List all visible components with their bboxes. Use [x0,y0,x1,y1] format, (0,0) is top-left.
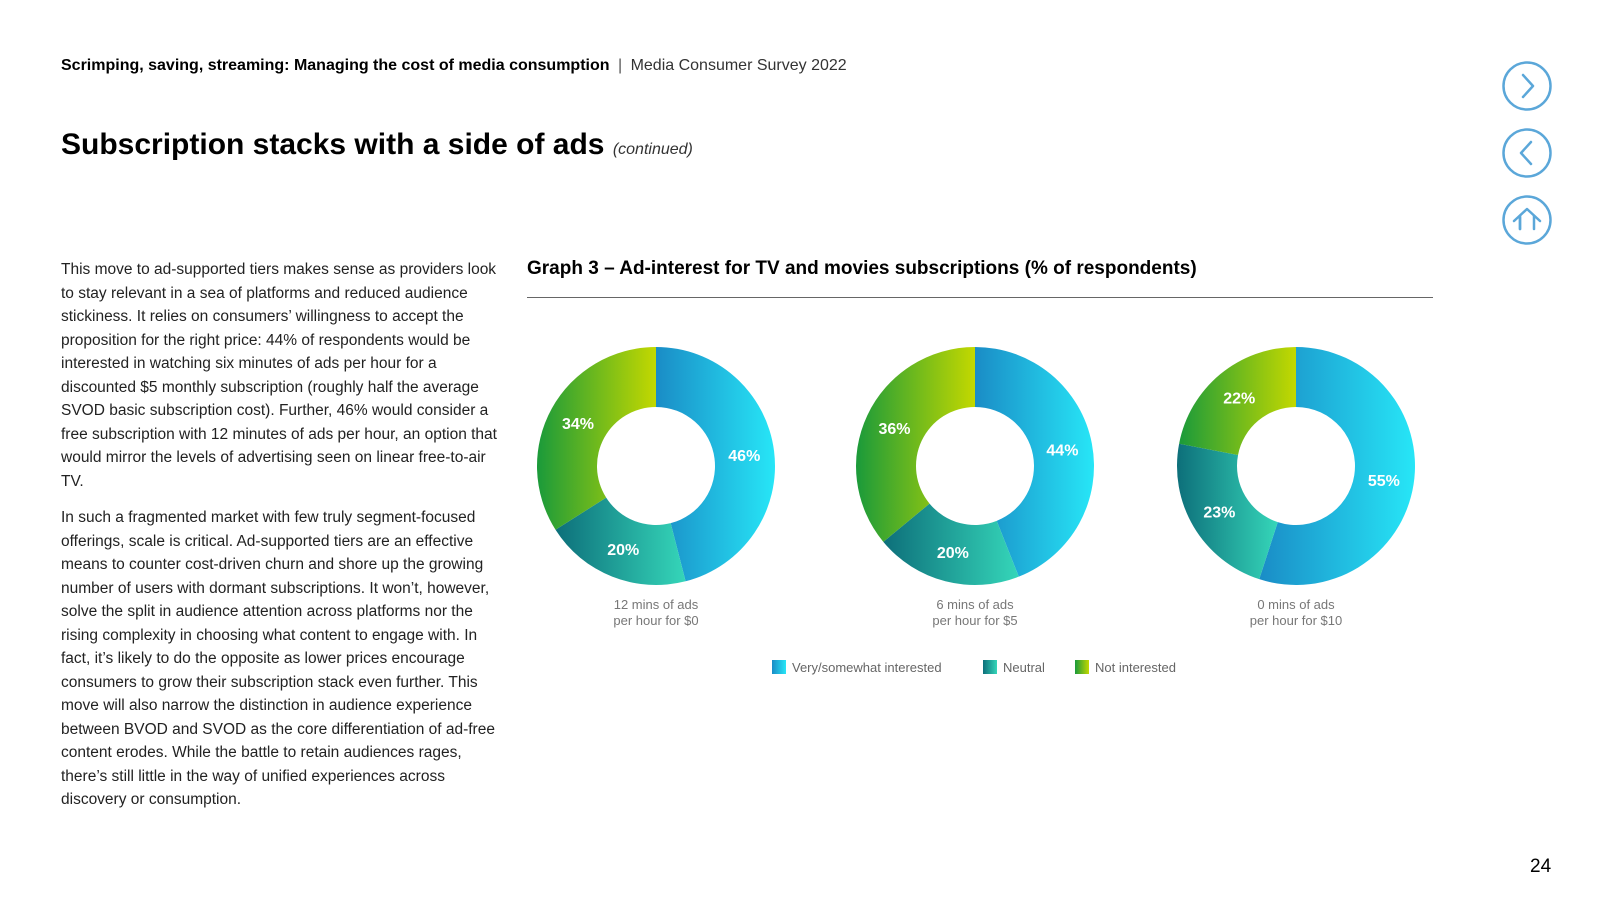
page-title-text: Subscription stacks with a side of ads [61,128,605,161]
home-icon [1502,195,1552,245]
legend-label-not-interested: Not interested [1095,660,1176,675]
body-paragraph-1: This move to ad-supported tiers makes se… [61,261,497,490]
chart-legend: Very/somewhat interested Neutral Not inter… [772,660,1176,675]
donut-1-caption-line-2: per hour for $0 [613,613,698,628]
donut-3-slice-not-interested [1179,347,1296,455]
next-page-button[interactable] [1502,61,1552,111]
donut-3-caption-line-1: 0 mins of ads [1257,597,1335,612]
report-title: Scrimping, saving, streaming: Managing t… [61,57,610,74]
chevron-right-icon [1502,61,1552,111]
header-separator: | [617,57,623,74]
legend-swatch-very-somewhat-interested [772,660,786,674]
donut-2-label-not-interested: 36% [878,421,910,438]
donut-1-slice-neutral [555,497,686,586]
page-number: 24 [1530,856,1552,877]
donut-2-caption-line-2: per hour for $5 [932,613,1017,628]
donut-2-slice-neutral [883,503,1019,585]
chevron-left-icon [1502,128,1552,178]
donut-2-caption-line-1: 6 mins of ads [936,597,1014,612]
donut-2-label-very-somewhat-interested: 44% [1046,442,1078,459]
donut-2-slice-not-interested [855,347,975,542]
donut-3-slice-very-somewhat-interested [1259,347,1415,585]
donut-3-label-not-interested: 22% [1223,390,1255,407]
report-header: Scrimping, saving, streaming: Managing t… [61,57,847,75]
donut-3-slice-neutral [1177,443,1278,580]
donut-2-slice-very-somewhat-interested [975,347,1094,577]
legend-swatch-not-interested [1075,660,1089,674]
donut-1-caption-line-1: 12 mins of ads [614,597,699,612]
donut-1-slice-not-interested [537,347,656,530]
survey-name: Media Consumer Survey 2022 [630,57,847,74]
continued-note: (continued) [612,141,693,158]
page-title: Subscription stacks with a side of ads (… [61,128,693,162]
body-text: This move to ad-supported tiers makes se… [61,258,501,825]
donut-1-label-neutral: 20% [607,542,639,559]
legend-label-neutral: Neutral [1003,660,1045,675]
legend-swatch-neutral [983,660,997,674]
legend-label-very-somewhat-interested: Very/somewhat interested [792,660,942,675]
graph-title: Graph 3 – Ad-interest for TV and movies … [527,258,1197,279]
graph-title-divider [527,297,1433,298]
donut-2-label-neutral: 20% [937,545,969,562]
body-paragraph-2: In such a fragmented market with few tru… [61,509,495,808]
home-button[interactable] [1502,195,1552,245]
donut-3-label-neutral: 23% [1203,504,1235,521]
donut-1-label-very-somewhat-interested: 46% [728,448,760,465]
donut-3-caption-line-2: per hour for $10 [1250,613,1343,628]
donut-1-slice-very-somewhat-interested [656,347,776,582]
donut-1-label-not-interested: 34% [562,416,594,433]
donut-3-label-very-somewhat-interested: 55% [1368,473,1400,490]
previous-page-button[interactable] [1502,128,1552,178]
